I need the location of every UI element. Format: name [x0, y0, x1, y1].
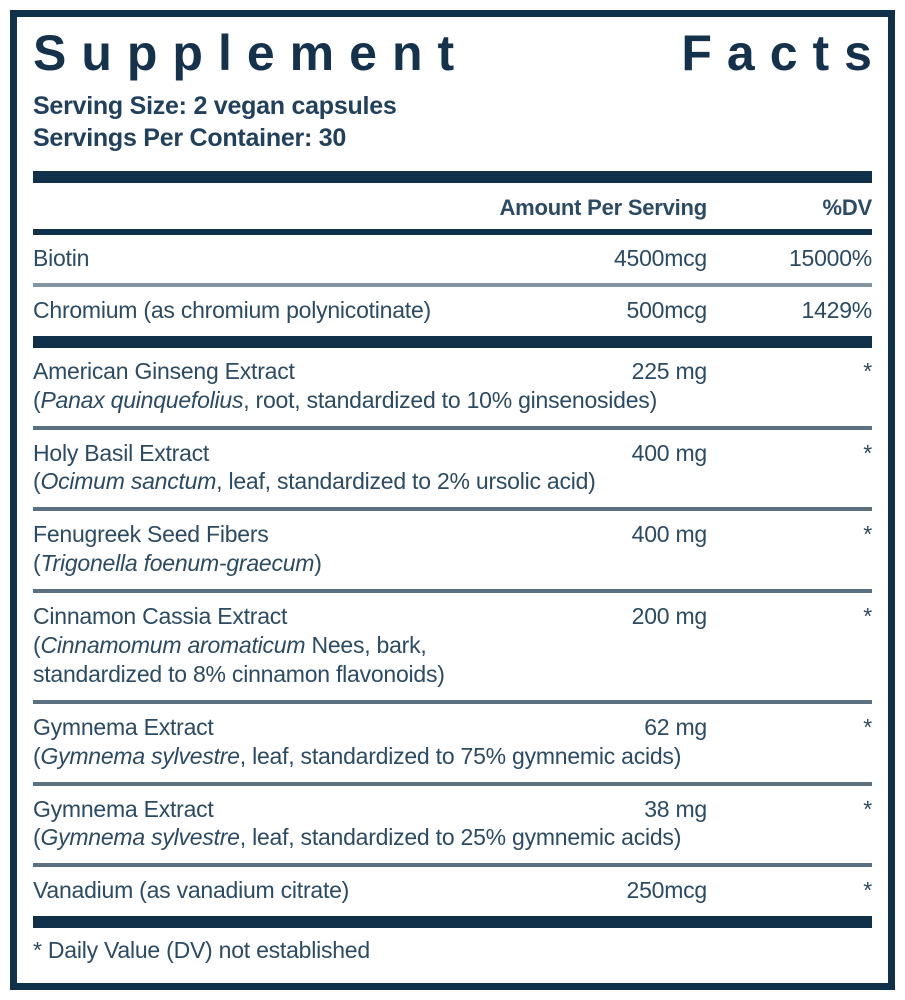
- table-row: Cinnamon Cassia Extract 200 mg * (Cinnamomu…: [33, 593, 872, 700]
- ingredient-amount: 38 mg: [644, 795, 707, 822]
- table-row: Gymnema Extract 38 mg * (Gymnema sylvestre,…: [33, 786, 872, 864]
- ingredient-amount: 250mcg: [626, 877, 708, 904]
- header-divider: [33, 228, 872, 235]
- supplement-facts-label: Supplement Facts Serving Size: 2 vegan c…: [10, 10, 895, 990]
- ingredient-amount: 400 mg: [631, 439, 708, 466]
- row-divider: [33, 781, 872, 786]
- ingredient-dv: *: [863, 358, 872, 384]
- ingredient-name: Fenugreek Seed Fibers: [33, 521, 269, 548]
- ingredient-dv: *: [863, 603, 872, 630]
- ingredient-main-line: Fenugreek Seed Fibers 400 mg *: [33, 520, 872, 549]
- servings-per-container-text: Servings Per Container: 30: [33, 124, 347, 152]
- ingredient-main-line: American Ginseng Extract 225 mg *: [33, 357, 872, 386]
- ingredient-name: Gymnema Extract: [33, 713, 214, 740]
- serving-size-text: Serving Size: 2 vegan capsules: [33, 91, 397, 120]
- serving-info: Serving Size: 2 vegan capsules Servings …: [33, 90, 872, 155]
- table-row: Chromium (as chromium polynicotinate) 500…: [33, 287, 872, 336]
- ingredient-detail: standardized to 8% cinnamon flavonoids): [33, 660, 445, 687]
- ingredient-name: Cinnamon Cassia Extract: [33, 603, 288, 630]
- row-divider: [33, 863, 872, 868]
- table-row: Biotin 4500mcg 15000%: [33, 235, 872, 284]
- ingredient-amount: 62 mg: [644, 713, 707, 740]
- ingredient-detail: (Gymnema sylvestre, leaf, standardized t…: [33, 742, 682, 769]
- ingredient-dv: *: [863, 713, 872, 740]
- label-title: Supplement Facts: [33, 27, 872, 80]
- ingredient-amount: 200 mg: [631, 603, 708, 630]
- percent-dv-header: %DV: [822, 194, 873, 220]
- facts-table: Biotin 4500mcg 15000% Chromium (as chromium…: [33, 235, 872, 929]
- ingredient-detail: (Gymnema sylvestre, leaf, standardized t…: [33, 824, 682, 851]
- table-header-row: Amount Per Serving %DV: [33, 183, 872, 229]
- thick-divider-bar: [33, 916, 872, 929]
- row-divider: [33, 589, 872, 594]
- ingredient-name: Holy Basil Extract: [33, 439, 210, 466]
- dv-footnote: * Daily Value (DV) not established: [33, 937, 370, 964]
- row-divider: [33, 507, 872, 512]
- ingredient-dv: *: [863, 521, 872, 548]
- ingredient-amount: 400 mg: [631, 521, 708, 548]
- ingredient-detail: (Panax quinquefolius, root, standardized…: [33, 386, 658, 413]
- ingredient-name: Gymnema Extract: [33, 795, 214, 822]
- ingredient-name: Biotin: [33, 244, 90, 271]
- table-row: Gymnema Extract 62 mg * (Gymnema sylvestre,…: [33, 704, 872, 782]
- ingredient-main-line: Gymnema Extract 62 mg *: [33, 713, 872, 742]
- ingredient-main-line: Cinnamon Cassia Extract 200 mg *: [33, 602, 872, 631]
- row-divider: [33, 283, 872, 288]
- ingredient-detail: (Ocimum sanctum, leaf, standardized to 2…: [33, 468, 596, 495]
- row-divider: [33, 425, 872, 430]
- thick-divider-bar: [33, 336, 872, 348]
- table-row: American Ginseng Extract 225 mg * (Panax qu…: [33, 348, 872, 426]
- label-title-word: Supplement: [33, 25, 470, 81]
- ingredient-dv: *: [863, 877, 872, 904]
- ingredient-detail: (Cinnamomum aromaticum Nees, bark,: [33, 631, 427, 658]
- ingredient-main-line: Holy Basil Extract 400 mg *: [33, 439, 872, 468]
- ingredient-amount: 225 mg: [631, 358, 708, 384]
- ingredient-detail: (Trigonella foenum-graecum): [33, 550, 322, 577]
- amount-per-serving-header: Amount Per Serving: [499, 194, 707, 220]
- ingredient-dv: 15000%: [788, 244, 872, 271]
- ingredient-name: American Ginseng Extract: [33, 358, 295, 384]
- ingredient-dv: *: [863, 795, 872, 822]
- thick-divider-bar: [33, 170, 872, 183]
- row-divider: [33, 699, 872, 704]
- table-row: Fenugreek Seed Fibers 400 mg * (Trigonella …: [33, 511, 872, 589]
- ingredient-dv: 1429%: [801, 297, 873, 324]
- label-title-word: Facts: [681, 25, 887, 81]
- ingredient-name: Chromium (as chromium polynicotinate): [33, 297, 431, 324]
- ingredient-amount: 4500mcg: [613, 244, 707, 271]
- ingredient-main-line: Gymnema Extract 38 mg *: [33, 795, 872, 824]
- ingredient-name: Vanadium (as vanadium citrate): [33, 877, 350, 904]
- table-row: Holy Basil Extract 400 mg * (Ocimum sanctum…: [33, 430, 872, 508]
- ingredient-dv: *: [863, 439, 872, 466]
- ingredient-main-line: Vanadium (as vanadium citrate) 250mcg *: [33, 876, 872, 905]
- ingredient-main-line: Chromium (as chromium polynicotinate) 500…: [33, 296, 872, 325]
- table-row: Vanadium (as vanadium citrate) 250mcg *: [33, 867, 872, 916]
- ingredient-amount: 500mcg: [626, 297, 708, 324]
- ingredient-main-line: Biotin 4500mcg 15000%: [33, 244, 872, 273]
